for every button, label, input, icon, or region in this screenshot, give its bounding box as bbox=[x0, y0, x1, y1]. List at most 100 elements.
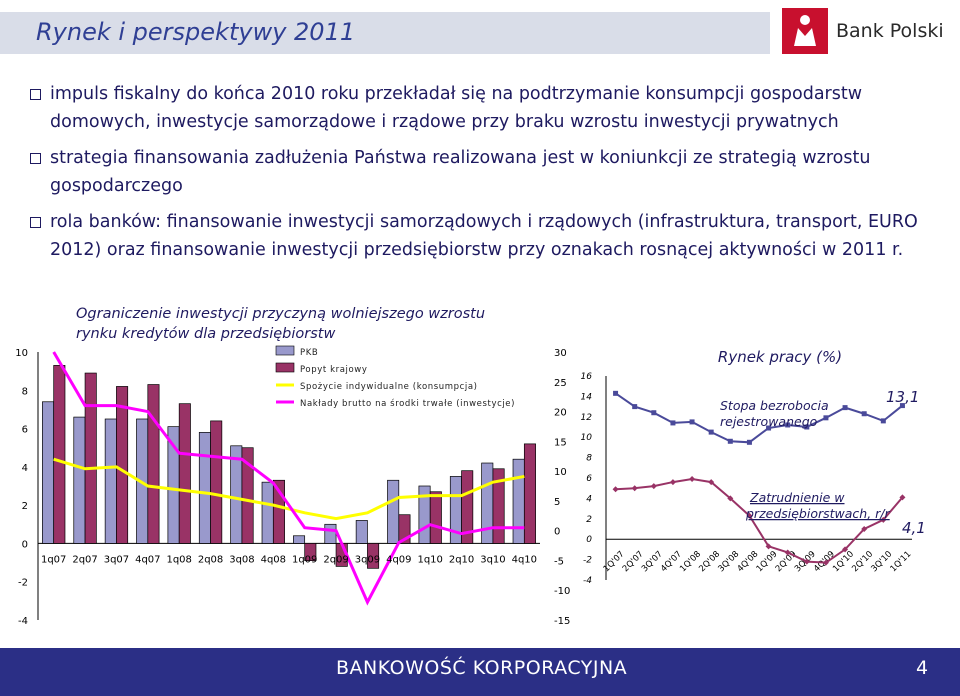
y-left-tick-label: -4 bbox=[18, 616, 28, 627]
bar-pkb bbox=[261, 481, 274, 544]
bar-pkb bbox=[324, 523, 337, 544]
series-label: Zatrudnienie w bbox=[749, 490, 845, 505]
y-tick-label: 0 bbox=[586, 535, 592, 545]
point-bezrobocie bbox=[880, 418, 886, 424]
chart-subheading: Ograniczenie inwestycji przyczyną wolnie… bbox=[76, 306, 486, 341]
x-tick-label: 1q07 bbox=[41, 554, 66, 565]
bar-popyt bbox=[178, 403, 191, 544]
y-tick-label: 4 bbox=[586, 494, 592, 504]
bar-popyt bbox=[304, 543, 317, 562]
y-right-tick-label: -10 bbox=[554, 586, 570, 597]
line-zatrudnienie bbox=[615, 478, 904, 564]
point-zatrudnienie bbox=[784, 549, 791, 556]
point-bezrobocie bbox=[727, 438, 733, 444]
x-tick-label: 1q08 bbox=[166, 554, 191, 565]
x-tick-label: 2q08 bbox=[198, 554, 223, 565]
x-tick-label: 2q10 bbox=[449, 554, 474, 565]
checkbox-icon bbox=[30, 89, 41, 100]
line-bezrobocie bbox=[614, 392, 904, 444]
point-zatrudnienie bbox=[669, 479, 676, 486]
point-zatrudnienie bbox=[708, 479, 715, 486]
y-left-tick-label: 10 bbox=[15, 348, 28, 359]
point-bezrobocie bbox=[804, 424, 810, 430]
legend-label: PKB bbox=[300, 348, 318, 358]
bullet-item: rola banków: finansowanie inwestycji sam… bbox=[30, 208, 940, 264]
y-tick-label: -2 bbox=[583, 556, 592, 566]
point-bezrobocie bbox=[708, 429, 714, 435]
y-tick-label: 2 bbox=[586, 515, 592, 525]
point-zatrudnienie bbox=[612, 486, 619, 493]
x-tick-label: 1Q'11 bbox=[889, 549, 914, 574]
point-bezrobocie bbox=[670, 420, 676, 426]
bar-pkb bbox=[355, 520, 368, 544]
point-zatrudnienie bbox=[727, 495, 734, 502]
x-tick-label: 3q07 bbox=[104, 554, 129, 565]
checkbox-icon bbox=[30, 217, 41, 228]
bar-popyt bbox=[210, 420, 223, 544]
bar-popyt bbox=[84, 372, 97, 544]
point-zatrudnienie bbox=[650, 483, 657, 490]
line-inwestycje bbox=[52, 351, 525, 606]
point-zatrudnienie bbox=[631, 485, 638, 492]
x-tick-label: 3q10 bbox=[480, 554, 505, 565]
y-right-tick-label: 30 bbox=[554, 348, 567, 359]
y-tick-label: -4 bbox=[583, 576, 592, 586]
point-bezrobocie bbox=[899, 403, 905, 409]
y-right-tick-label: 0 bbox=[554, 527, 560, 538]
bar-popyt bbox=[147, 384, 160, 544]
page-title: Rynek i perspektywy 2011 bbox=[36, 18, 356, 46]
bar-popyt bbox=[53, 365, 66, 544]
point-zatrudnienie bbox=[689, 476, 696, 483]
bar-pkb bbox=[481, 462, 494, 544]
point-zatrudnienie bbox=[861, 526, 868, 532]
point-zatrudnienie bbox=[880, 516, 887, 523]
y-right-tick-label: 5 bbox=[554, 497, 560, 508]
end-value-label: 13,1 bbox=[886, 388, 919, 406]
x-tick-label: 1q09 bbox=[292, 554, 317, 565]
bar-pkb bbox=[73, 416, 86, 544]
point-bezrobocie bbox=[766, 425, 772, 431]
bar-pkb bbox=[104, 418, 117, 544]
x-tick-label: 3q09 bbox=[355, 554, 380, 565]
chart-title: Rynek pracy (%) bbox=[718, 348, 842, 366]
y-tick-label: 8 bbox=[586, 454, 592, 464]
point-bezrobocie bbox=[823, 415, 829, 421]
legend-swatch bbox=[275, 345, 295, 356]
point-zatrudnienie bbox=[842, 546, 849, 553]
point-bezrobocie bbox=[746, 439, 752, 445]
y-left-tick-label: 6 bbox=[22, 425, 28, 436]
x-tick-label: 4q09 bbox=[386, 554, 411, 565]
bullet-text: strategia finansowania zadłużenia Państw… bbox=[50, 148, 871, 196]
point-bezrobocie bbox=[689, 419, 695, 425]
series-label: rejestrowanego bbox=[720, 414, 818, 429]
footer-text: BANKOWOŚĆ KORPORACYJNA bbox=[336, 657, 628, 679]
x-tick-label: 2q07 bbox=[72, 554, 97, 565]
bar-popyt bbox=[241, 447, 254, 544]
y-tick-label: 16 bbox=[581, 372, 593, 382]
checkbox-icon bbox=[30, 153, 41, 164]
x-tick-label: 4q10 bbox=[512, 554, 537, 565]
page-number: 4 bbox=[916, 657, 929, 679]
line-konsumpcja bbox=[53, 457, 525, 521]
y-right-tick-label: 25 bbox=[554, 378, 567, 389]
point-zatrudnienie bbox=[803, 558, 810, 565]
end-value-label: 4,1 bbox=[902, 519, 926, 537]
point-bezrobocie bbox=[632, 404, 638, 410]
bank-logo bbox=[782, 8, 828, 54]
bar-pkb bbox=[42, 401, 55, 544]
bar-popyt bbox=[523, 443, 536, 544]
y-left-tick-label: 0 bbox=[22, 539, 28, 550]
y-tick-label: 6 bbox=[586, 474, 592, 484]
x-tick-label: 1q10 bbox=[417, 554, 442, 565]
y-right-tick-label: -15 bbox=[554, 616, 570, 627]
bar-popyt bbox=[116, 386, 129, 544]
bar-popyt bbox=[367, 543, 380, 569]
bullet-text: rola banków: finansowanie inwestycji sam… bbox=[50, 212, 918, 260]
bar-pkb bbox=[512, 458, 525, 544]
y-tick-label: 12 bbox=[581, 413, 593, 423]
point-zatrudnienie bbox=[765, 543, 772, 550]
point-zatrudnienie bbox=[746, 512, 753, 519]
x-tick-label: 4q07 bbox=[135, 554, 160, 565]
bar-pkb bbox=[198, 432, 211, 544]
bullet-text: impuls fiskalny do końca 2010 roku przek… bbox=[50, 84, 863, 132]
